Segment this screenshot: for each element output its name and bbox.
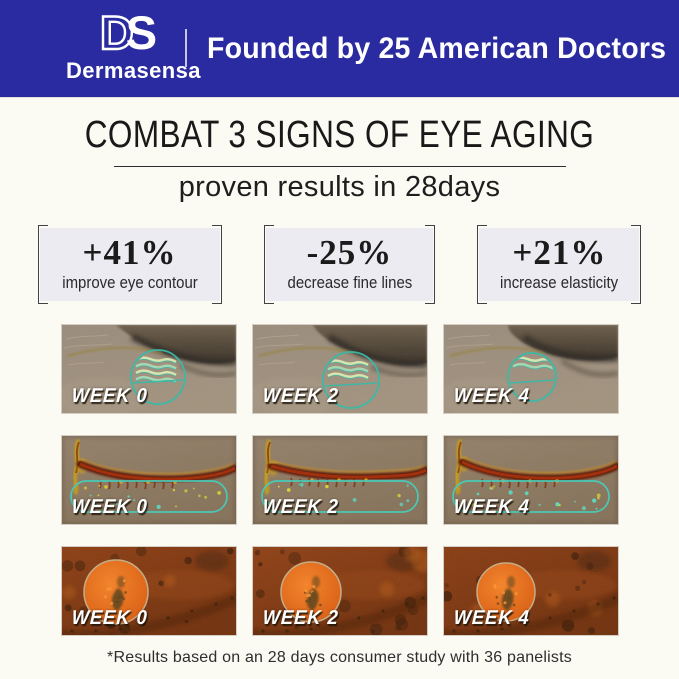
result-photo-elasticity-week-4: WEEK 4 xyxy=(442,545,619,636)
elastic-photo-illustration xyxy=(252,546,427,635)
footnote: *Results based on an 28 days consumer st… xyxy=(107,648,572,666)
result-photo-fine-lines-week-0: WEEK 0 xyxy=(60,434,237,525)
week-label: WEEK 4 xyxy=(452,384,530,407)
week-label: WEEK 0 xyxy=(70,384,148,407)
result-photo-elasticity-week-0: WEEK 0 xyxy=(60,545,237,636)
week-label: WEEK 2 xyxy=(261,606,339,629)
header-divider xyxy=(185,29,187,67)
content-area: COMBAT 3 SIGNS OF EYE AGING proven resul… xyxy=(0,97,679,667)
result-photo-elasticity-week-2: WEEK 2 xyxy=(251,545,428,636)
elastic-photo-illustration xyxy=(61,546,236,635)
logo-monogram: DS xyxy=(66,6,188,59)
stat-label: increase elasticity xyxy=(500,272,619,292)
result-photo-eye-contour-week-2: WEEK 2 xyxy=(251,323,428,414)
headline-subtitle: proven results in 28days xyxy=(178,170,501,203)
title-underline xyxy=(113,165,566,167)
week-label: WEEK 2 xyxy=(261,384,339,407)
eye-photo-illustration xyxy=(61,324,236,413)
brand-logo: DS Dermasensa xyxy=(66,6,201,84)
week-label: WEEK 0 xyxy=(70,495,148,518)
lines-photo-illustration xyxy=(443,435,618,524)
brand-name: Dermasensa xyxy=(66,58,201,84)
elastic-photo-illustration xyxy=(443,546,618,635)
eye-photo-illustration xyxy=(443,324,618,413)
result-photo-eye-contour-week-4: WEEK 4 xyxy=(442,323,619,414)
stats-row: +41% improve eye contour -25% decrease f… xyxy=(0,225,679,304)
stat-box-fine-lines: -25% decrease fine lines xyxy=(263,225,436,304)
eye-photo-illustration xyxy=(252,324,427,413)
results-grid: WEEK 0 xyxy=(60,323,619,636)
result-photo-eye-contour-week-0: WEEK 0 xyxy=(60,323,237,414)
result-photo-fine-lines-week-2: WEEK 2 xyxy=(251,434,428,525)
logo-letter-s: S xyxy=(125,6,157,59)
stat-label: decrease fine lines xyxy=(287,272,412,292)
logo-letter-d: D xyxy=(99,6,135,59)
brand-tagline: Founded by 25 American Doctors xyxy=(207,31,667,65)
stat-label: improve eye contour xyxy=(61,272,198,292)
lines-photo-illustration xyxy=(61,435,236,524)
stat-box-elasticity: +21% increase elasticity xyxy=(477,225,642,304)
stat-value: +21% xyxy=(512,233,607,273)
week-label: WEEK 4 xyxy=(452,495,530,518)
stat-box-eye-contour: +41% improve eye contour xyxy=(37,225,222,304)
week-label: WEEK 2 xyxy=(261,495,339,518)
result-photo-fine-lines-week-4: WEEK 4 xyxy=(442,434,619,525)
brand-header: DS Dermasensa Founded by 25 American Doc… xyxy=(0,0,679,98)
lines-photo-illustration xyxy=(252,435,427,524)
stat-value: +41% xyxy=(82,233,177,273)
week-label: WEEK 4 xyxy=(452,606,530,629)
week-label: WEEK 0 xyxy=(70,606,148,629)
headline-title: COMBAT 3 SIGNS OF EYE AGING xyxy=(84,114,595,156)
stat-value: -25% xyxy=(306,233,393,273)
